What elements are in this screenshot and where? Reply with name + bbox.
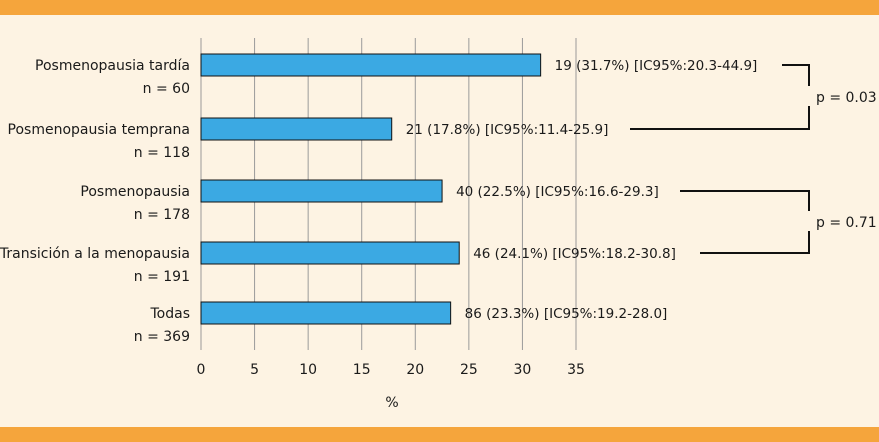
data-label: 19 (31.7%) [IC95%:20.3-44.9] (555, 58, 758, 74)
n-label: n = 178 (134, 207, 190, 223)
n-label: n = 60 (143, 81, 190, 97)
n-label: n = 369 (134, 329, 190, 345)
bars (200, 53, 542, 325)
bottom-band (0, 427, 879, 442)
bar (200, 301, 452, 325)
n-label: n = 118 (134, 145, 190, 161)
category-label: Todas (150, 306, 191, 322)
category-label: Posmenopausia tardía (35, 58, 190, 74)
n-label: n = 191 (134, 269, 190, 285)
x-axis-title: % (385, 395, 398, 411)
bar (200, 53, 542, 77)
p-label-background (806, 211, 876, 231)
x-tick-label: 25 (460, 362, 478, 378)
x-tick-label: 35 (567, 362, 585, 378)
top-band (0, 0, 879, 15)
x-tick-label: 5 (250, 362, 259, 378)
x-tick-label: 10 (299, 362, 317, 378)
labels: 0 5 10 15 20 25 30 35 Posmenopausia tardía n = 60… (0, 58, 757, 378)
comparison-bracket (630, 64, 810, 130)
p-value-label: p = 0.03 (816, 90, 877, 106)
data-label: 86 (23.3%) [IC95%:19.2-28.0] (465, 306, 668, 322)
data-label: 21 (17.8%) [IC95%:11.4-25.9] (406, 122, 609, 138)
x-tick-label: 0 (197, 362, 206, 378)
x-tick-label: 20 (406, 362, 424, 378)
bar (200, 241, 460, 265)
bar (200, 117, 393, 141)
category-label: Transición a la menopausia (0, 246, 190, 262)
data-label: 40 (22.5%) [IC95%:16.6-29.3] (456, 184, 659, 200)
comparison-bracket (680, 190, 810, 254)
bar (200, 179, 443, 203)
data-label: 46 (24.1%) [IC95%:18.2-30.8] (473, 246, 676, 262)
comparison-brackets: p = 0.03 p = 0.71 (630, 64, 877, 254)
p-label-background (806, 86, 876, 106)
category-label: Posmenopausia temprana (8, 122, 190, 138)
category-label: Posmenopausia (80, 184, 190, 200)
x-tick-label: 30 (514, 362, 532, 378)
p-value-label: p = 0.71 (816, 215, 877, 231)
x-tick-label: 15 (353, 362, 371, 378)
